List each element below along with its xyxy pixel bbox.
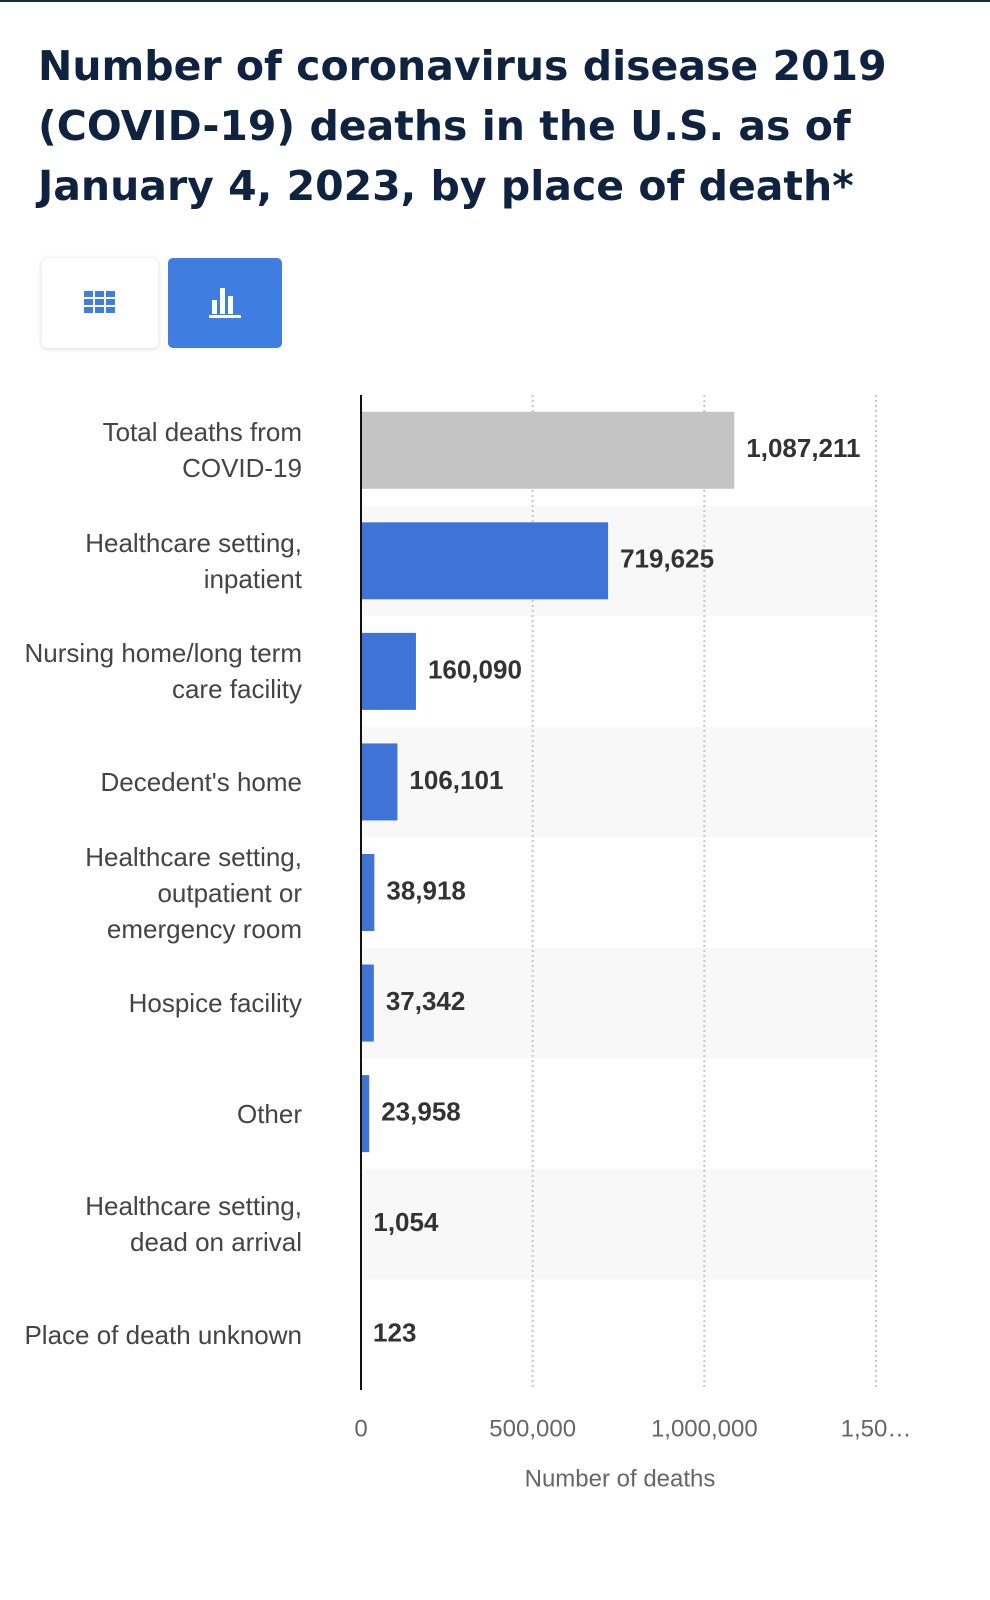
bar — [361, 632, 416, 710]
value-label: 23,958 — [381, 1096, 461, 1126]
value-label: 123 — [373, 1318, 416, 1348]
value-label: 1,054 — [373, 1207, 439, 1237]
category-label: Decedent's home — [100, 766, 302, 797]
x-tick-label: 1,50… — [841, 1415, 912, 1442]
category-label: Other — [236, 1098, 302, 1129]
value-label: 160,090 — [428, 654, 522, 684]
x-tick-label: 500,000 — [489, 1415, 576, 1442]
value-label: 719,625 — [620, 544, 714, 574]
chart-view-button[interactable] — [168, 258, 282, 348]
category-label: Hospice facility — [128, 988, 302, 1019]
category-label: Healthcare setting, inpatient — [85, 527, 302, 594]
bar — [361, 1075, 370, 1153]
bar — [361, 411, 735, 489]
value-label: 1,087,211 — [746, 433, 860, 463]
value-label: 38,918 — [386, 875, 466, 905]
category-label: Total deaths from COVID-19 — [102, 417, 302, 484]
chart-icon — [209, 288, 241, 318]
bar — [361, 964, 374, 1042]
table-view-button[interactable] — [42, 258, 158, 348]
row-band — [361, 726, 876, 838]
category-label: Place of death unknown — [24, 1319, 302, 1350]
bar — [361, 522, 609, 600]
top-border — [0, 0, 990, 2]
category-label: Healthcare setting, outpatient or emerge… — [85, 841, 302, 944]
x-tick-label: 1,000,000 — [651, 1415, 758, 1442]
x-tick-label: 0 — [354, 1415, 367, 1442]
row-band — [361, 1168, 876, 1280]
bar — [361, 743, 398, 821]
category-label: Healthcare setting, dead on arrival — [85, 1191, 302, 1258]
value-label: 106,101 — [409, 765, 503, 795]
row-band — [361, 947, 876, 1059]
table-icon — [84, 291, 115, 313]
chart-title: Number of coronavirus disease 2019 (COVI… — [38, 42, 887, 210]
x-axis-label: Number of deaths — [525, 1465, 716, 1492]
category-label: Nursing home/long term care facility — [24, 638, 302, 705]
value-label: 37,342 — [386, 986, 466, 1016]
bar — [361, 854, 375, 931]
